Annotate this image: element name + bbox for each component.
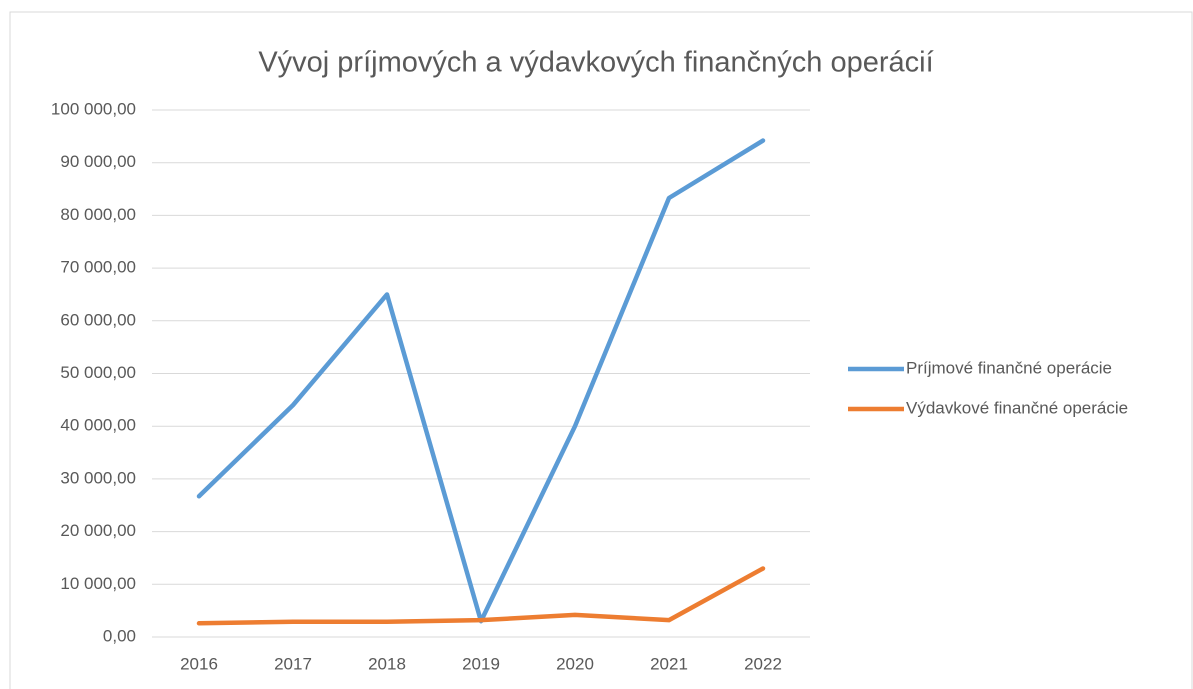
y-tick-label: 10 000,00: [60, 574, 136, 593]
x-tick-label: 2017: [274, 654, 312, 673]
y-tick-label: 70 000,00: [60, 258, 136, 277]
x-tick-label: 2021: [650, 654, 688, 673]
chart-border: [9, 11, 1193, 689]
y-tick-label: 30 000,00: [60, 468, 136, 487]
x-tick-label: 2016: [180, 654, 218, 673]
y-tick-label: 60 000,00: [60, 310, 136, 329]
x-tick-label: 2018: [368, 654, 406, 673]
legend-label: Príjmové finančné operácie: [906, 358, 1112, 377]
y-tick-label: 100 000,00: [51, 99, 136, 118]
series-line: [196, 566, 766, 626]
x-tick-label: 2022: [744, 654, 782, 673]
legend-label: Výdavkové finančné operácie: [906, 398, 1128, 417]
y-tick-label: 80 000,00: [60, 205, 136, 224]
y-tick-label: 20 000,00: [60, 521, 136, 540]
y-tick-label: 90 000,00: [60, 152, 136, 171]
chart-title: Vývoj príjmových a výdavkových finančnýc…: [258, 47, 933, 79]
y-tick-label: 50 000,00: [60, 363, 136, 382]
y-tick-label: 40 000,00: [60, 416, 136, 435]
x-tick-label: 2019: [462, 654, 500, 673]
x-tick-label: 2020: [556, 654, 594, 673]
y-tick-label: 0,00: [103, 626, 136, 645]
